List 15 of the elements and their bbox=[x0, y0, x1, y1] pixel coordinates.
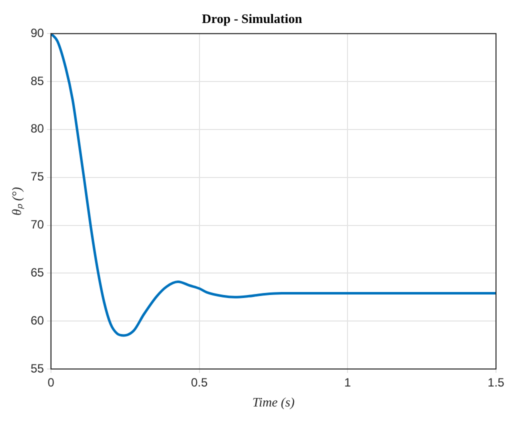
x-tick-label: 1.5 bbox=[488, 376, 505, 390]
y-tick-label: 80 bbox=[30, 122, 44, 136]
x-tick-label: 1 bbox=[344, 376, 352, 390]
chart-title: Drop - Simulation bbox=[202, 11, 303, 26]
y-tick-label: 55 bbox=[30, 361, 44, 376]
x-tick-label: 0 bbox=[48, 376, 55, 390]
y-tick-label: 70 bbox=[30, 218, 44, 232]
x-tick-label: 0.5 bbox=[190, 376, 208, 390]
y-tick-label: 60 bbox=[30, 313, 44, 328]
y-axis-title: θₚ (°) bbox=[9, 187, 26, 216]
y-tick-label: 75 bbox=[30, 170, 44, 184]
y-tick-label: 90 bbox=[30, 26, 44, 40]
x-axis-title: Time (s) bbox=[252, 394, 295, 410]
y-tick-label: 65 bbox=[30, 265, 44, 280]
y-tick-label: 85 bbox=[30, 74, 44, 88]
